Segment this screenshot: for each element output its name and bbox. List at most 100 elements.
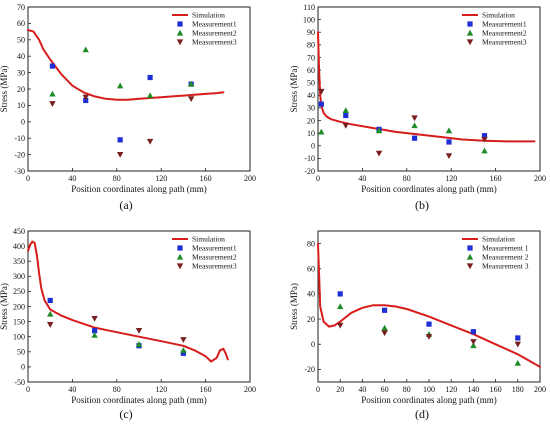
legend-measurement3-label: Measurement3 [192, 262, 237, 271]
y-tick-label: 250 [13, 287, 25, 296]
x-tick-label: 80 [113, 385, 121, 394]
y-tick-label: 0 [311, 142, 315, 151]
y-tick-label: 30 [17, 68, 25, 77]
measurement3-point [47, 322, 54, 328]
y-tick-label: 60 [307, 265, 315, 274]
measurement1-point [92, 328, 98, 334]
measurement2-point [318, 128, 325, 135]
x-tick-label: 40 [68, 385, 76, 394]
y-tick-label: 450 [13, 227, 25, 236]
measurement3-point [337, 322, 344, 329]
y-tick-label: 40 [307, 290, 315, 299]
legend-measurement2-swatch [176, 29, 184, 36]
measurement1-point [343, 112, 349, 119]
measurement3-point [91, 315, 98, 322]
y-tick-label: 20 [307, 315, 315, 324]
measurement3-point [318, 88, 325, 95]
legend-measurement1-swatch [177, 21, 183, 27]
x-tick-label: 200 [534, 174, 546, 183]
x-tick-label: 80 [403, 385, 411, 394]
x-tick-label: 100 [423, 385, 435, 394]
measurement3-point [375, 150, 383, 157]
measurement1-point [83, 97, 89, 104]
x-axis-label: Position coordinates along path (mm) [361, 184, 496, 194]
measurement2-point [381, 324, 388, 331]
y-tick-label: 80 [307, 239, 315, 248]
x-tick-label: 120 [155, 385, 167, 394]
x-tick-label: 120 [445, 385, 457, 394]
y-tick-label: 10 [17, 101, 25, 110]
x-axis-label: Position coordinates along path (mm) [71, 184, 206, 194]
x-tick-label: 200 [244, 385, 256, 394]
simulation-line [27, 29, 225, 101]
y-tick-label: 50 [17, 36, 25, 45]
y-tick-label: 20 [17, 85, 25, 94]
x-tick-label: 40 [358, 385, 366, 394]
y-tick-label: 40 [17, 52, 25, 61]
measurement2-point [47, 310, 54, 317]
measurement2-point [146, 92, 154, 99]
measurement2-point [187, 80, 195, 87]
legend: SimulationMeasurement1Measurement2Measur… [172, 11, 237, 47]
y-tick-label: 40 [307, 91, 315, 100]
measurement1-point [470, 329, 476, 335]
measurement1-point [49, 63, 56, 69]
x-tick-label: 200 [244, 174, 256, 183]
x-tick-label: 20 [336, 385, 344, 394]
measurement2-point [375, 127, 383, 134]
measurement2-point [135, 341, 143, 347]
y-tick-label: 20 [307, 116, 315, 125]
measurement3-point [180, 337, 187, 343]
y-tick-label: 0 [21, 118, 25, 127]
y-tick-label: 100 [303, 15, 315, 24]
x-tick-label: 120 [445, 174, 457, 183]
y-tick-label: 30 [307, 104, 315, 113]
y-axis-label: Stress (MPa) [0, 66, 9, 113]
x-axis-label: Position coordinates along path (mm) [361, 395, 496, 405]
y-tick-label: -10 [14, 134, 25, 143]
measurement3-point [49, 101, 56, 107]
measurement1-point [481, 133, 488, 139]
legend-measurement3-label: Measurement3 [482, 38, 527, 47]
y-tick-label: 90 [307, 28, 315, 37]
measurement3-point [481, 136, 488, 143]
legend-measurement1-swatch [177, 245, 183, 251]
y-tick-label: 70 [307, 53, 315, 62]
simulation-line [317, 31, 536, 143]
panel-label: (a) [119, 198, 132, 212]
legend-simulation-label: Simulation [482, 11, 515, 20]
x-tick-label: 180 [512, 385, 524, 394]
x-tick-label: 0 [316, 385, 320, 394]
y-tick-label: 150 [13, 317, 25, 326]
measurement2-point [481, 147, 488, 154]
measurement2-point [82, 46, 89, 53]
y-tick-label: 110 [303, 3, 315, 12]
x-tick-label: 200 [534, 385, 546, 394]
legend-simulation-label: Simulation [192, 11, 225, 20]
x-tick-label: 160 [200, 385, 212, 394]
y-tick-label: 300 [13, 272, 25, 281]
measurement3-point [425, 334, 433, 340]
measurement1-point [337, 291, 343, 297]
measurement3-point [342, 122, 349, 129]
chart-panel-c: 0 40 80 120 160 200-5005010015020025030035040… [0, 227, 256, 421]
measurement1-point [382, 307, 388, 313]
y-tick-label: 60 [307, 66, 315, 75]
legend-measurement3-swatch [466, 39, 474, 46]
measurement2-point [514, 359, 521, 366]
x-tick-label: 140 [467, 385, 479, 394]
legend-measurement3-swatch [176, 39, 184, 46]
measurement1-point [446, 139, 452, 145]
legend-measurement2-label: Measurement2 [192, 253, 237, 262]
measurement1-point [117, 137, 123, 143]
x-tick-label: 80 [113, 174, 121, 183]
y-axis-label: Stress (MPa) [0, 283, 9, 330]
measurement3-point [187, 96, 195, 103]
y-tick-label: 200 [13, 302, 25, 311]
panel-label: (b) [415, 198, 429, 212]
legend-measurement2-swatch [466, 29, 474, 36]
measurement3-point [116, 152, 124, 158]
simulation-line [27, 240, 229, 363]
legend-measurement2-label: Measurement2 [192, 29, 237, 38]
